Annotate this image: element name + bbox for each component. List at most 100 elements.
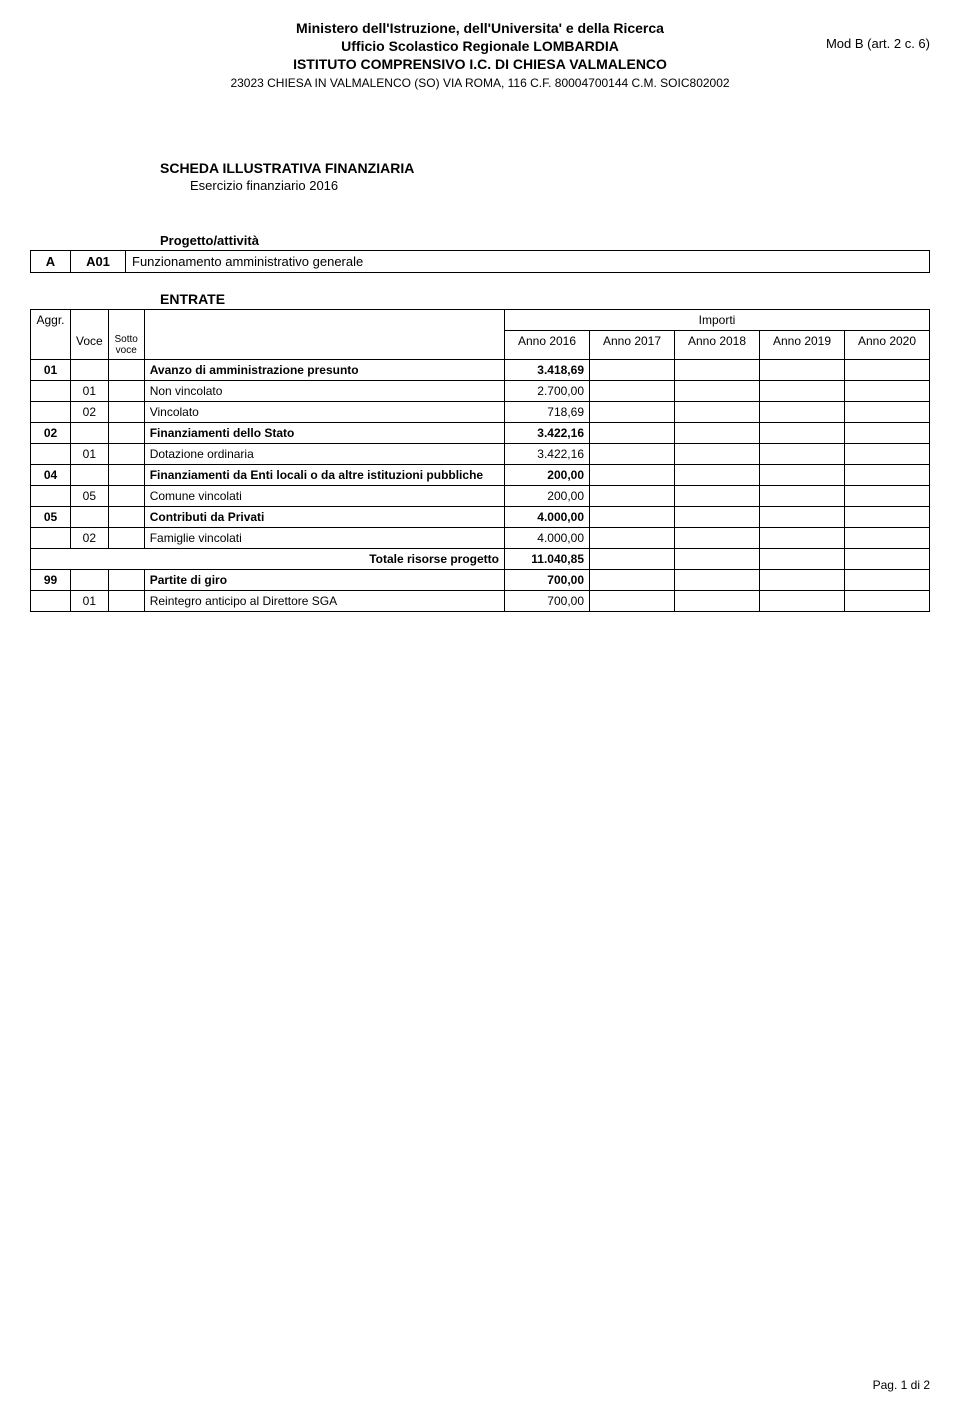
cell-empty	[590, 506, 675, 527]
cell-voce: 01	[71, 590, 109, 611]
cell-voce	[71, 359, 109, 380]
cell-sotto	[108, 527, 144, 548]
th-aggr: Aggr.	[31, 310, 71, 331]
cell-aggr	[31, 527, 71, 548]
progetto-label: Progetto/attività	[160, 233, 930, 248]
cell-val: 200,00	[505, 485, 590, 506]
cell-empty	[845, 443, 930, 464]
cell-sotto	[108, 380, 144, 401]
th-sotto: Sotto voce	[108, 331, 144, 360]
progetto-code1: A	[31, 251, 71, 272]
cell-voce	[71, 506, 109, 527]
cell-sotto	[108, 464, 144, 485]
cell-empty	[675, 443, 760, 464]
cell-empty	[675, 380, 760, 401]
th-anno1: Anno 2016	[505, 331, 590, 360]
cell-aggr	[31, 380, 71, 401]
cell-empty	[845, 380, 930, 401]
cell-aggr	[31, 485, 71, 506]
cell-val: 2.700,00	[505, 380, 590, 401]
cell-empty	[760, 464, 845, 485]
table-row: 99Partite di giro700,00	[31, 569, 930, 590]
page-footer: Pag. 1 di 2	[873, 1378, 930, 1392]
cell-desc: Comune vincolati	[144, 485, 504, 506]
cell-empty	[675, 464, 760, 485]
cell-empty	[845, 485, 930, 506]
cell-empty	[590, 422, 675, 443]
cell-empty	[675, 527, 760, 548]
progetto-row: A A01 Funzionamento amministrativo gener…	[30, 250, 930, 273]
cell-aggr: 02	[31, 422, 71, 443]
cell-empty	[845, 569, 930, 590]
cell-val: 700,00	[505, 590, 590, 611]
cell-empty	[845, 506, 930, 527]
cell-desc: Finanziamenti da Enti locali o da altre …	[144, 464, 504, 485]
cell-sotto	[108, 569, 144, 590]
totale-val: 11.040,85	[505, 548, 590, 569]
cell-empty	[760, 401, 845, 422]
cell-val: 700,00	[505, 569, 590, 590]
header-ministry: Ministero dell'Istruzione, dell'Universi…	[30, 20, 930, 36]
table-row: 01Reintegro anticipo al Direttore SGA700…	[31, 590, 930, 611]
mod-b-label: Mod B (art. 2 c. 6)	[826, 36, 930, 51]
cell-empty	[845, 464, 930, 485]
cell-aggr: 05	[31, 506, 71, 527]
progetto-block: Progetto/attività A A01 Funzionamento am…	[30, 233, 930, 273]
cell-empty	[675, 506, 760, 527]
cell-empty	[845, 359, 930, 380]
header-office: Ufficio Scolastico Regionale LOMBARDIA	[30, 38, 930, 54]
cell-aggr: 04	[31, 464, 71, 485]
cell-empty	[760, 569, 845, 590]
table-row: 02Famiglie vincolati4.000,00	[31, 527, 930, 548]
th-empty	[71, 310, 109, 331]
cell-desc: Avanzo di amministrazione presunto	[144, 359, 504, 380]
cell-desc: Non vincolato	[144, 380, 504, 401]
cell-sotto	[108, 443, 144, 464]
cell-desc: Vincolato	[144, 401, 504, 422]
header-institute: ISTITUTO COMPRENSIVO I.C. DI CHIESA VALM…	[30, 56, 930, 72]
progetto-desc: Funzionamento amministrativo generale	[126, 251, 929, 272]
cell-empty	[675, 401, 760, 422]
table-row: 01Dotazione ordinaria3.422,16	[31, 443, 930, 464]
progetto-code2: A01	[71, 251, 126, 272]
scheda-subtitle: Esercizio finanziario 2016	[190, 178, 930, 193]
entrate-table: Aggr. Importi Voce Sotto voce Anno 2016 …	[30, 309, 930, 612]
th-empty	[31, 331, 71, 360]
table-row: 02 Vincolato718,69	[31, 401, 930, 422]
cell-val: 3.422,16	[505, 422, 590, 443]
cell-aggr	[31, 401, 71, 422]
cell-desc: Finanziamenti dello Stato	[144, 422, 504, 443]
cell-empty	[675, 548, 760, 569]
cell-empty	[590, 569, 675, 590]
cell-empty	[590, 464, 675, 485]
cell-empty	[845, 527, 930, 548]
cell-empty	[590, 380, 675, 401]
th-importi: Importi	[505, 310, 930, 331]
cell-voce: 02	[71, 527, 109, 548]
th-anno5: Anno 2020	[845, 331, 930, 360]
table-header-row-2: Voce Sotto voce Anno 2016 Anno 2017 Anno…	[31, 331, 930, 360]
th-empty	[144, 331, 504, 360]
cell-voce	[71, 422, 109, 443]
cell-aggr: 99	[31, 569, 71, 590]
cell-voce: 01	[71, 380, 109, 401]
cell-voce: 02	[71, 401, 109, 422]
cell-sotto	[108, 359, 144, 380]
cell-empty	[590, 590, 675, 611]
cell-aggr: 01	[31, 359, 71, 380]
cell-empty	[845, 401, 930, 422]
totale-row: Totale risorse progetto 11.040,85	[31, 548, 930, 569]
cell-empty	[590, 443, 675, 464]
cell-sotto	[108, 401, 144, 422]
cell-empty	[760, 548, 845, 569]
cell-empty	[590, 527, 675, 548]
cell-empty	[760, 443, 845, 464]
cell-desc: Contributi da Privati	[144, 506, 504, 527]
entrate-label: ENTRATE	[160, 291, 930, 307]
th-anno4: Anno 2019	[760, 331, 845, 360]
table-header-row-1: Aggr. Importi	[31, 310, 930, 331]
cell-val: 718,69	[505, 401, 590, 422]
cell-desc: Famiglie vincolati	[144, 527, 504, 548]
scheda-title: SCHEDA ILLUSTRATIVA FINANZIARIA	[160, 160, 930, 176]
cell-val: 3.418,69	[505, 359, 590, 380]
